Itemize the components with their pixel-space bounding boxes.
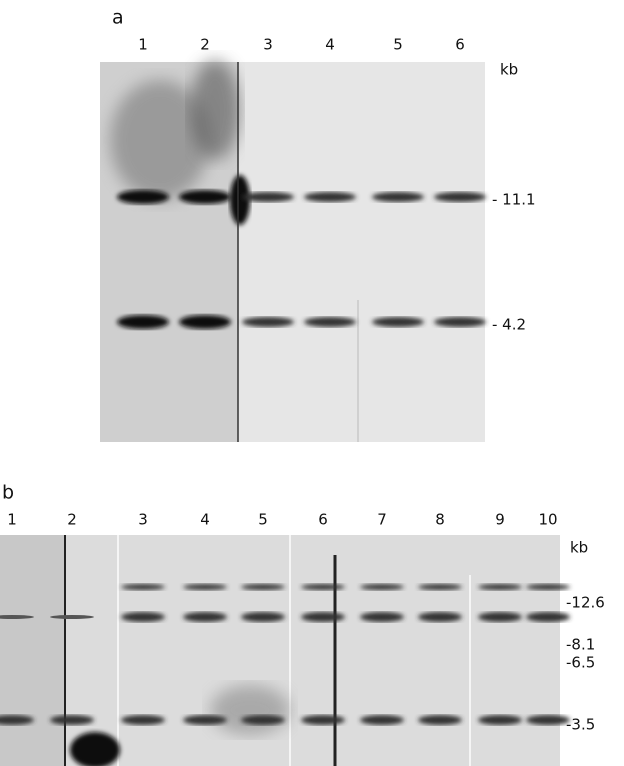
band: [372, 317, 424, 327]
band: [478, 612, 522, 622]
lane-label: 1: [7, 511, 17, 529]
band: [183, 612, 227, 622]
band: [117, 190, 169, 204]
band: [526, 584, 570, 590]
lane-label: 5: [258, 511, 268, 529]
blot-a: [100, 60, 485, 442]
blot-b: [0, 535, 560, 766]
band: [526, 715, 570, 725]
band: [117, 315, 169, 329]
band: [242, 192, 294, 202]
band: [434, 192, 486, 202]
band: [0, 715, 34, 725]
band: [183, 715, 227, 725]
lane-label: 2: [200, 36, 210, 54]
band: [0, 615, 34, 619]
lane-label: 4: [325, 36, 335, 54]
band: [121, 584, 165, 590]
band: [360, 715, 404, 725]
band: [418, 612, 462, 622]
band: [304, 192, 356, 202]
band: [183, 584, 227, 590]
band: [241, 715, 285, 725]
band: [50, 715, 94, 725]
size-marker: -12.6: [566, 594, 605, 612]
band: [434, 317, 486, 327]
lane-label: 4: [200, 511, 210, 529]
size-marker: - 11.1: [492, 191, 536, 209]
band: [241, 584, 285, 590]
lane-label: 3: [138, 511, 148, 529]
band: [121, 612, 165, 622]
band: [179, 315, 231, 329]
band: [179, 190, 231, 204]
lane-label: 7: [377, 511, 387, 529]
lane-label: 3: [263, 36, 273, 54]
band: [121, 715, 165, 725]
band: [526, 612, 570, 622]
lane-label: 6: [318, 511, 328, 529]
lane-label: 8: [435, 511, 445, 529]
lane-label: 6: [455, 36, 465, 54]
lane-label: 5: [393, 36, 403, 54]
size-marker: -6.5: [566, 654, 595, 672]
band: [478, 715, 522, 725]
band: [418, 584, 462, 590]
band: [301, 612, 345, 622]
panel-label: a: [112, 7, 124, 29]
size-marker: - 4.2: [492, 316, 526, 334]
band: [478, 584, 522, 590]
band: [360, 612, 404, 622]
band: [50, 615, 94, 619]
lane-label: 10: [538, 511, 557, 529]
lane-label: 1: [138, 36, 148, 54]
lane-label: 2: [67, 511, 77, 529]
band: [360, 584, 404, 590]
size-marker: -8.1: [566, 636, 595, 654]
unit-label: kb: [570, 539, 588, 557]
band: [418, 715, 462, 725]
band: [301, 715, 345, 725]
band: [242, 317, 294, 327]
band: [241, 612, 285, 622]
lane-label: 9: [495, 511, 505, 529]
band: [301, 584, 345, 590]
unit-label: kb: [500, 61, 518, 79]
panel-label: b: [2, 482, 14, 504]
band: [372, 192, 424, 202]
size-marker: -3.5: [566, 716, 595, 734]
band: [304, 317, 356, 327]
